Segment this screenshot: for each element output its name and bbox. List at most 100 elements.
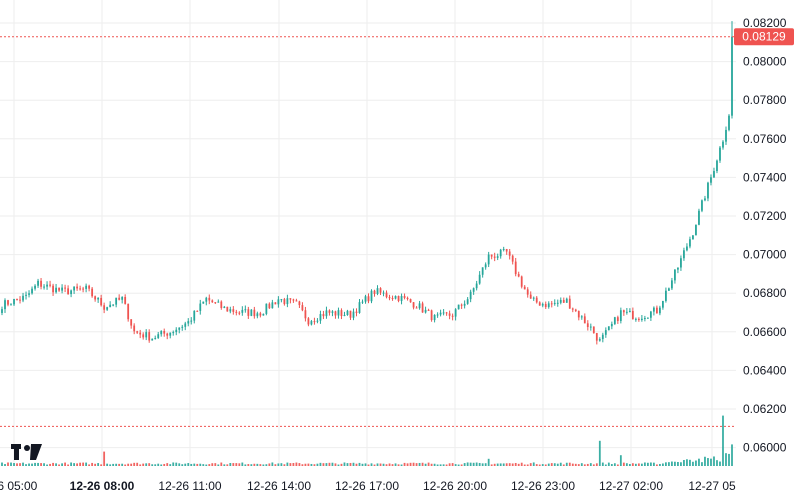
volume-bar: [79, 462, 82, 466]
volume-bar: [406, 463, 409, 466]
candle-body: [157, 334, 160, 338]
volume-bar: [493, 463, 496, 466]
candle-body: [514, 261, 517, 275]
volume-bar: [505, 463, 508, 466]
volume-bar: [607, 462, 610, 466]
candle-body: [592, 326, 595, 334]
volume-bar: [19, 463, 21, 466]
volume-bar: [671, 461, 673, 466]
candle-body: [37, 280, 39, 286]
volume-bar: [662, 463, 664, 466]
time-tick-label: 12-26 17:00: [335, 479, 399, 493]
volume-bar: [713, 456, 715, 466]
volume-bar: [562, 464, 565, 466]
volume-bar: [695, 460, 697, 466]
time-tick-label: 12-26 20:00: [423, 479, 487, 493]
volume-bar: [403, 462, 406, 466]
volume-bar: [241, 462, 244, 466]
candle-body: [289, 298, 292, 300]
candle-body: [274, 302, 277, 305]
volume-bar: [205, 464, 208, 466]
candle-body: [598, 339, 601, 341]
volume-bar: [337, 464, 340, 466]
volume-bar: [529, 463, 532, 466]
volume-bars: [1, 415, 733, 466]
volume-bar: [100, 464, 103, 466]
time-tick-label: 12-27 05: [688, 479, 736, 493]
candle-body: [725, 129, 727, 142]
candle-body: [610, 323, 613, 327]
candle-body: [340, 310, 343, 317]
price-tick-label: 0.07000: [743, 248, 787, 262]
candle-body: [565, 298, 568, 303]
volume-bar: [124, 464, 127, 466]
volume-bar: [701, 462, 703, 466]
candle-body: [232, 309, 235, 312]
candle-body: [292, 299, 295, 301]
candle-body: [217, 301, 220, 303]
volume-bar: [187, 463, 190, 466]
volume-bar: [481, 463, 484, 466]
candle-body: [367, 296, 370, 302]
candle-body: [166, 333, 169, 336]
time-tick-label: 12-26 23:00: [511, 479, 575, 493]
candle-body: [583, 316, 586, 324]
grid-lines: [0, 0, 736, 466]
volume-bar: [121, 463, 124, 466]
volume-bar: [544, 464, 547, 466]
candle-body: [553, 302, 556, 304]
volume-bar: [85, 462, 88, 466]
candle-body: [73, 286, 75, 291]
volume-bar: [22, 462, 24, 466]
volume-bar: [334, 463, 337, 466]
volume-bar: [88, 464, 91, 466]
candle-body: [478, 274, 481, 284]
volume-bar: [692, 461, 694, 466]
volume-bar: [722, 415, 724, 466]
candle-body: [184, 323, 187, 327]
volume-bar: [469, 462, 472, 466]
volume-bar: [151, 464, 154, 466]
volume-bar: [127, 463, 130, 466]
volume-bar: [214, 463, 217, 466]
volume-bar: [421, 462, 424, 466]
candle-body: [172, 332, 175, 334]
candle-body: [49, 284, 51, 286]
volume-bar: [556, 463, 559, 466]
volume-bar: [10, 462, 12, 466]
candle-body: [532, 297, 535, 299]
candle-body: [502, 249, 505, 251]
candle-body: [301, 305, 304, 311]
candle-body: [16, 298, 18, 300]
volume-bar: [76, 463, 79, 466]
candle-body: [64, 287, 66, 289]
volume-bar: [136, 462, 139, 466]
candle-body: [484, 264, 487, 268]
volume-bar: [229, 462, 232, 466]
candle-body: [94, 296, 97, 300]
candle-body: [373, 290, 376, 294]
candle-body: [103, 305, 106, 310]
volume-bar: [211, 463, 214, 466]
candle-body: [346, 310, 349, 316]
candle-body: [421, 303, 424, 313]
candle-body: [562, 299, 565, 303]
volume-bar: [436, 464, 439, 466]
candle-body: [550, 303, 553, 305]
candle-body: [445, 312, 448, 314]
volume-bar: [166, 463, 169, 466]
volume-bar: [64, 462, 66, 466]
volume-bar: [716, 460, 718, 466]
candle-body: [601, 334, 604, 340]
volume-bar: [589, 463, 592, 466]
volume-bar: [448, 463, 451, 466]
time-axis[interactable]: 26 05:00 12-26 08:00 12-26 11:00 12-26 14:0…: [0, 479, 736, 493]
volume-bar: [484, 463, 487, 466]
candle-body: [280, 299, 283, 301]
tradingview-logo-icon[interactable]: [11, 444, 42, 460]
candle-body: [716, 160, 718, 172]
price-axis[interactable]: 0.08200 0.08000 0.07800 0.07600 0.07400 0.072…: [743, 16, 787, 455]
candle-body: [355, 311, 358, 313]
volume-bar: [604, 464, 607, 466]
